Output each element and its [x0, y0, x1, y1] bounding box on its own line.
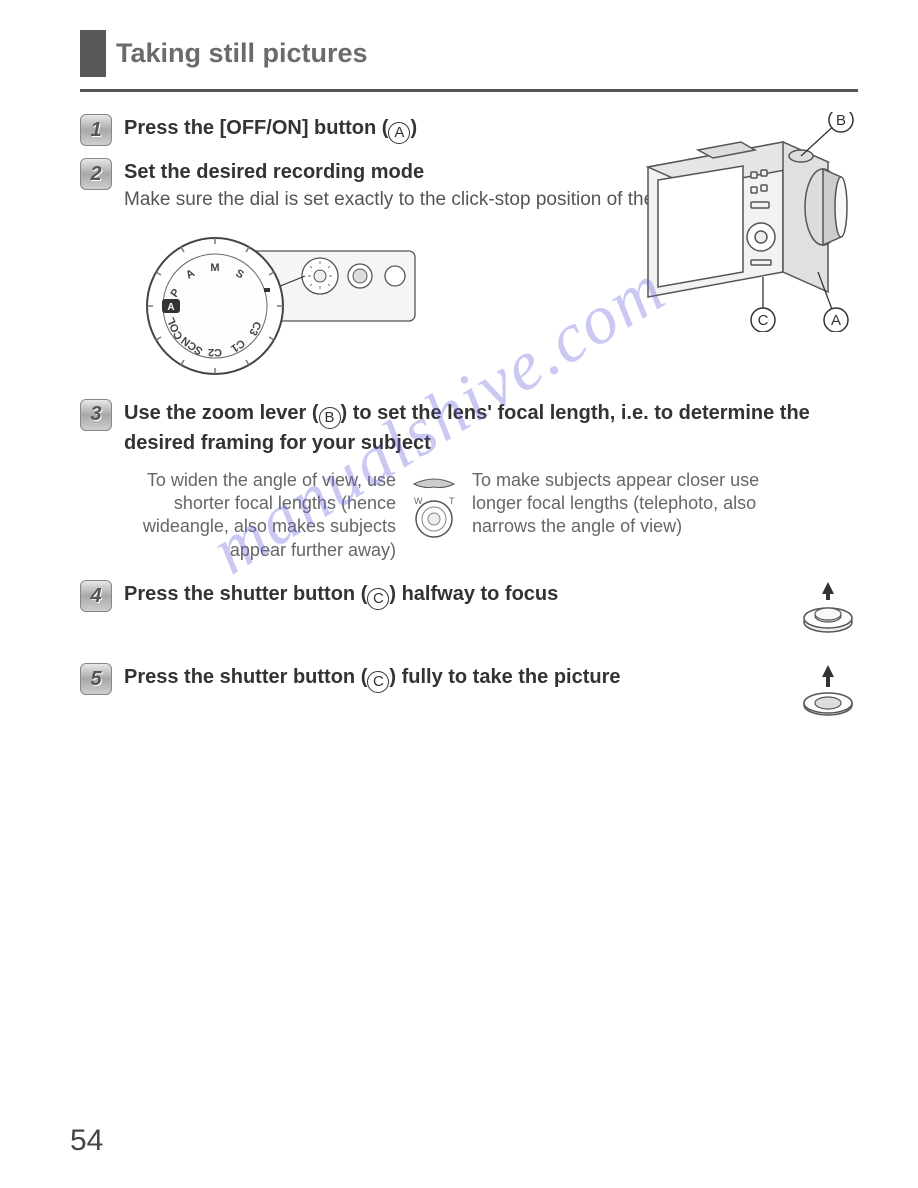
step-3-title: Use the zoom lever (B) to set the lens' …: [124, 399, 858, 457]
step-5-title-pre: Press the shutter button (: [124, 666, 367, 688]
mode-dial-diagram: M S A P COL SCN C2 C1 C3 A: [140, 221, 420, 381]
page-title: Taking still pictures: [116, 30, 368, 77]
header-accent-bar: [80, 30, 106, 77]
zoom-t: T: [449, 496, 455, 506]
step-badge-2: 2: [80, 158, 112, 190]
callout-c-label: C: [758, 312, 769, 329]
step-3-title-pre: Use the zoom lever (: [124, 402, 319, 424]
ref-a-inline: A: [388, 122, 410, 144]
page-number: 54: [70, 1124, 103, 1158]
zoom-w: W: [414, 496, 423, 506]
header-rule: [80, 89, 858, 92]
step-1-title-pre: Press the [OFF/ON] button (: [124, 117, 388, 139]
step-5-title-post: ) fully to take the picture: [389, 666, 620, 688]
callout-a-label: A: [831, 312, 841, 329]
ref-b-inline: B: [319, 407, 341, 429]
camera-diagram: B C A: [623, 112, 858, 332]
ref-c-inline-2: C: [367, 671, 389, 693]
step-4-title-post: ) halfway to focus: [389, 583, 558, 605]
step-badge-4: 4: [80, 580, 112, 612]
step-4-title: Press the shutter button (C) halfway to …: [124, 580, 798, 610]
dial-c2: C2: [208, 346, 222, 358]
step-5-title: Press the shutter button (C) fully to ta…: [124, 663, 798, 693]
step-badge-1: 1: [80, 114, 112, 146]
zoom-wide-text: To widen the angle of view, use shorter …: [124, 469, 404, 563]
shutter-full-press-icon: [798, 663, 858, 718]
section-header: Taking still pictures: [80, 30, 858, 77]
step-4-title-pre: Press the shutter button (: [124, 583, 367, 605]
dial-m: M: [210, 262, 219, 274]
shutter-half-press-icon: [798, 580, 858, 635]
step-4: 4 Press the shutter button (C) halfway t…: [80, 580, 858, 635]
step-1-title-post: ): [410, 117, 417, 139]
zoom-lever-icon: W T: [404, 469, 464, 554]
dial-auto: A: [167, 302, 174, 313]
step-badge-5: 5: [80, 663, 112, 695]
step-badge-3: 3: [80, 399, 112, 431]
step-5: 5 Press the shutter button (C) fully to …: [80, 663, 858, 718]
ref-c-inline-1: C: [367, 588, 389, 610]
zoom-tele-text: To make subjects appear closer use longe…: [464, 469, 764, 539]
step-3: 3 Use the zoom lever (B) to set the lens…: [80, 399, 858, 459]
zoom-explainer: To widen the angle of view, use shorter …: [124, 469, 858, 563]
callout-b-label: B: [836, 112, 846, 129]
